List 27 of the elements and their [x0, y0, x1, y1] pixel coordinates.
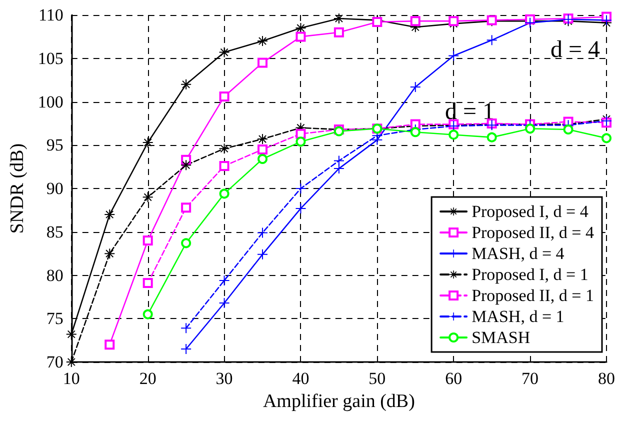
- x-tick-label: 20: [139, 369, 156, 388]
- y-tick-label: 100: [38, 92, 64, 112]
- x-axis-title: Amplifier gain (dB): [262, 391, 415, 412]
- legend-label: Proposed I, d = 1: [472, 265, 588, 284]
- y-tick-label: 80: [46, 266, 64, 285]
- legend-label: Proposed I, d = 4: [472, 202, 589, 221]
- x-tick-label: 30: [216, 369, 233, 388]
- y-tick-label: 75: [46, 309, 64, 328]
- legend-label: Proposed II, d = 4: [472, 223, 594, 242]
- x-tick-label: 50: [368, 369, 386, 388]
- annotation: d = 4: [550, 37, 600, 63]
- x-tick-label: 70: [522, 369, 539, 388]
- y-axis-title: SNDR (dB): [7, 143, 28, 234]
- legend-label: Proposed II, d = 1: [472, 286, 594, 305]
- y-tick-label: 70: [46, 352, 64, 372]
- y-tick-label: 105: [38, 48, 64, 68]
- x-tick-label: 60: [445, 369, 462, 388]
- y-tick-label: 95: [46, 136, 64, 155]
- x-tick-label: 40: [292, 369, 310, 388]
- x-tick-label: 10: [62, 369, 80, 388]
- y-tick-label: 85: [46, 222, 64, 242]
- legend-label: MASH, d = 1: [472, 307, 564, 326]
- x-tick-label: 80: [598, 369, 615, 388]
- y-tick-label: 110: [38, 6, 64, 24]
- y-tick-label: 90: [46, 179, 64, 198]
- legend-label: MASH, d = 4: [472, 244, 565, 263]
- legend-label: SMASH: [472, 328, 530, 347]
